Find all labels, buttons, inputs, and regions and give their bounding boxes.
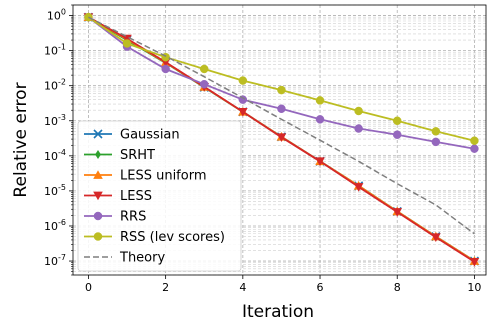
legend-marker-gaussian [93, 129, 103, 139]
legend-label-theory: Theory [119, 251, 165, 266]
legend-marker-srht [95, 150, 101, 159]
data-point-rss-lev-scores [470, 136, 479, 145]
data-point-less [238, 107, 248, 117]
x-tick-label: 0 [85, 281, 92, 294]
x-tick-label: 6 [317, 281, 324, 294]
series-layer [83, 12, 480, 267]
data-point-rss-lev-scores [199, 64, 209, 74]
series-line-theory [88, 16, 475, 235]
x-tick-label: 8 [394, 281, 401, 294]
data-point-rss-lev-scores [122, 39, 132, 48]
series-rss-lev-scores [84, 12, 479, 145]
legend-label-gaussian: Gaussian [120, 128, 180, 143]
data-point-rrs [199, 79, 209, 89]
data-point-rss-lev-scores [392, 116, 402, 126]
legend-marker-rss-lev-scores [93, 232, 103, 241]
x-tick-label: 2 [162, 281, 169, 294]
x-tick-label: 10 [467, 281, 481, 294]
data-point-less [469, 257, 480, 267]
data-point-rss-lev-scores [238, 76, 248, 85]
legend-label-less-uniform: LESS uniform [120, 169, 207, 184]
legend: Gaussian SRHT LESS uniform LESS RRS RSS (lev … [77, 120, 242, 272]
data-point-rss-lev-scores [277, 85, 286, 95]
data-point-less [353, 183, 364, 192]
data-point-rss-lev-scores [315, 96, 325, 105]
data-point-rrs [470, 144, 479, 153]
grid [73, 4, 486, 276]
data-point-less [315, 157, 325, 167]
x-tick-label: 4 [239, 281, 246, 294]
data-point-rss-lev-scores [354, 106, 363, 116]
x-axis-label: Iteration [242, 302, 314, 322]
data-point-less [431, 233, 441, 242]
y-axis-label: Relative error [11, 82, 31, 197]
data-point-rrs [161, 64, 170, 74]
data-point-rrs [354, 124, 363, 133]
plot-frame [72, 4, 487, 276]
legend-box [77, 120, 242, 272]
series-theory [88, 16, 475, 235]
legend-marker-rrs [93, 211, 103, 221]
legend-marker-less [93, 191, 103, 201]
data-point-less [276, 133, 287, 142]
data-point-rss-lev-scores [431, 127, 441, 136]
data-point-rrs [392, 130, 402, 139]
legend-label-rrs: RRS [120, 210, 146, 225]
data-point-less [122, 34, 132, 44]
legend-label-less: LESS [120, 189, 152, 204]
data-point-rrs [431, 137, 441, 147]
data-point-less [392, 208, 403, 217]
data-point-rrs [315, 115, 325, 124]
data-point-rrs [277, 104, 286, 114]
legend-marker-less-uniform [93, 170, 103, 179]
legend-label-srht: SRHT [120, 148, 155, 163]
legend-label-rss-lev-scores: RSS (lev scores) [120, 230, 225, 245]
